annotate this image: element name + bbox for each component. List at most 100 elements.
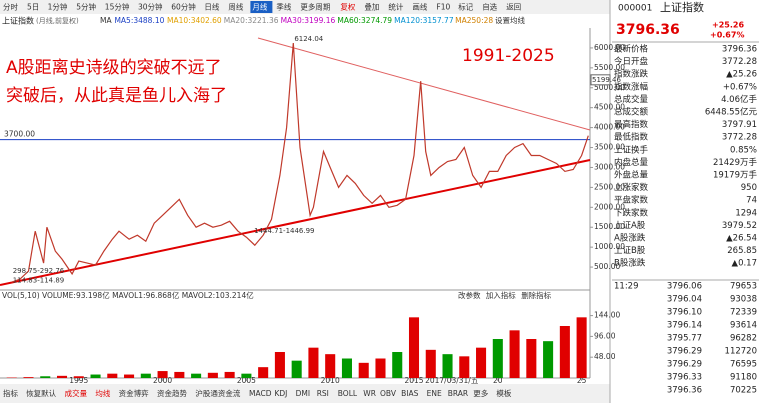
quote-value: 0.85%: [730, 145, 757, 155]
toolbar-tab[interactable]: 周线: [228, 2, 243, 12]
bottom-tab[interactable]: 成交量: [65, 388, 88, 398]
volume-bar: [425, 349, 436, 378]
tick-price: 3796.06: [667, 282, 702, 292]
bottom-tab[interactable]: MACD: [249, 389, 272, 398]
bottom-tab[interactable]: ENE: [427, 389, 442, 398]
bottom-tab[interactable]: KDJ: [274, 389, 287, 398]
y-tick-label: 144.00: [594, 311, 620, 320]
volume-bar: [375, 358, 386, 378]
y-tick-label: 4000.00: [594, 123, 625, 132]
bottom-tab[interactable]: BRAR: [448, 389, 468, 398]
x-tick-label: 25: [577, 376, 587, 385]
quote-value: 1294: [735, 208, 757, 218]
y-tick-label: 96.00: [594, 331, 616, 340]
toolbar-tab[interactable]: 月线: [252, 2, 267, 12]
price-marker-box: [590, 74, 611, 86]
toolbar-tab[interactable]: 1分钟: [48, 2, 68, 12]
bottom-tab[interactable]: WR: [363, 389, 376, 398]
bottom-tab[interactable]: BIAS: [401, 389, 418, 398]
volume-bar: [559, 326, 570, 378]
quote-label: 下跌家数: [614, 207, 649, 218]
bottom-tab[interactable]: RSI: [317, 389, 329, 398]
quote-price: 3796.36: [616, 22, 680, 38]
x-tick-label: 1995: [69, 376, 88, 385]
bottom-tab[interactable]: 模板: [496, 388, 511, 398]
quote-label: 最低指数: [614, 132, 649, 143]
toolbar-tab[interactable]: 复权: [340, 2, 355, 12]
price-label: 298.75-292.76: [13, 267, 65, 275]
indicator-tool[interactable]: 加入指标: [486, 290, 516, 300]
y-tick-label: 2500.00: [594, 182, 625, 191]
volume-bar: [408, 317, 420, 378]
toolbar-tab[interactable]: 5分钟: [76, 2, 96, 12]
volume-bar: [325, 354, 336, 378]
toolbar-tab[interactable]: 15分钟: [105, 2, 130, 12]
y-tick-label: 3000.00: [594, 162, 625, 171]
toolbar-tab[interactable]: 画线: [412, 2, 427, 12]
indicator-tool[interactable]: 改参数: [458, 290, 481, 300]
bottom-tab[interactable]: DMI: [296, 389, 310, 398]
legend-item: MA30:3199.16: [281, 16, 336, 25]
tick-price: 3796.29: [667, 360, 702, 370]
tick-price: 3796.04: [667, 295, 702, 305]
quote-value: 4.06亿手: [721, 94, 757, 105]
quote-label: 最高指数: [614, 119, 649, 130]
tick-price: 3796.36: [667, 386, 702, 396]
indicator-tool[interactable]: 删除指标: [521, 290, 551, 300]
volume-bar: [576, 317, 587, 378]
bottom-tab[interactable]: 更多: [473, 388, 488, 398]
toolbar-tab[interactable]: 季线: [276, 2, 291, 12]
toolbar-tab[interactable]: 分时: [3, 2, 18, 12]
bottom-tab[interactable]: 指标: [3, 388, 18, 398]
legend-item[interactable]: 设置均线: [495, 15, 525, 25]
quote-label: 总成交额: [614, 107, 649, 118]
tab-active: [250, 1, 273, 13]
bottom-tab[interactable]: BOLL: [338, 389, 358, 398]
toolbar-tab[interactable]: 返回: [506, 3, 521, 12]
price-marker: 5199.46: [592, 76, 621, 84]
bottom-tab[interactable]: 恢复默认: [26, 388, 56, 398]
bottom-tab[interactable]: 均线: [95, 388, 110, 398]
quote-value: 3772.28: [722, 133, 757, 143]
toolbar-tab[interactable]: 叠加: [364, 2, 379, 12]
toolbar-tab[interactable]: 日线: [204, 2, 219, 12]
quote-name: 上证指数: [660, 0, 704, 14]
y-tick-label: 6000.00: [594, 43, 625, 52]
toolbar-tab[interactable]: 30分钟: [138, 2, 163, 12]
toolbar-tab[interactable]: 标记: [458, 2, 473, 12]
tick-volume: 91180: [730, 373, 757, 383]
quote-value: 3797.91: [722, 120, 757, 130]
x-tick-label: 2015: [404, 376, 423, 385]
quote-value: ▲25.26: [726, 70, 757, 80]
quote-value: 74: [746, 196, 757, 206]
trend-line: [257, 37, 591, 131]
tick-time: 11:29: [614, 282, 639, 292]
quote-value: 21429万手: [713, 157, 758, 168]
quote-pct: +0.67%: [710, 31, 744, 40]
y-tick-label: 48.00: [594, 352, 616, 361]
quote-label: 上涨家数: [614, 182, 649, 193]
bottom-tab[interactable]: OBV: [380, 389, 397, 398]
volume-bar: [124, 374, 135, 378]
volume-bar: [509, 330, 520, 378]
toolbar-tab[interactable]: 更多周期: [300, 2, 330, 12]
toolbar-tab[interactable]: 60分钟: [171, 2, 196, 12]
price-label: 1444.71-1446.99: [254, 227, 314, 235]
volume-bar: [224, 371, 235, 378]
tick-volume: 112720: [725, 347, 757, 357]
toolbar-tab[interactable]: 5日: [27, 3, 39, 12]
bottom-tab[interactable]: 沪股通资金流: [195, 388, 240, 398]
bottom-tab[interactable]: 资金博弈: [119, 388, 149, 398]
bottom-tab[interactable]: 资金趋势: [157, 388, 187, 398]
quote-label: 上证换手: [614, 144, 649, 155]
y-tick-label: 1000.00: [594, 242, 625, 251]
toolbar-tab[interactable]: F10: [436, 3, 450, 12]
legend-title: 上证指数: [2, 16, 34, 26]
volume-bar: [459, 356, 470, 378]
toolbar-tab[interactable]: 自选: [482, 2, 497, 12]
legend-item: MA60:3274.79: [337, 16, 392, 25]
quote-label: A股涨跌: [614, 233, 646, 244]
toolbar-tab[interactable]: 统计: [388, 2, 403, 12]
